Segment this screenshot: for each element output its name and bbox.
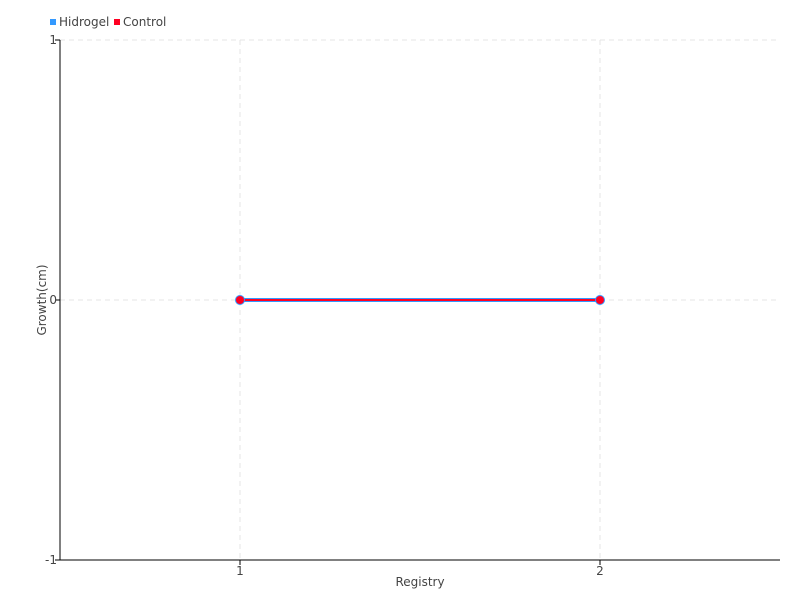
legend: Hidrogel Control	[50, 15, 166, 29]
data-point-control	[596, 296, 604, 304]
x-tick-label: 2	[596, 564, 604, 578]
legend-swatch-hidrogel	[50, 19, 56, 25]
legend-swatch-control	[114, 19, 120, 25]
legend-label-control: Control	[123, 15, 166, 29]
legend-label-hidrogel: Hidrogel	[59, 15, 109, 29]
x-tick-label: 1	[236, 564, 244, 578]
y-tick-label: 0	[49, 293, 57, 307]
axes: -1 0 1 1 2	[45, 33, 780, 578]
series-layer	[235, 295, 605, 305]
y-tick-label: -1	[45, 553, 57, 567]
y-tick-label: 1	[49, 33, 57, 47]
y-axis-label: Growth(cm)	[35, 264, 49, 335]
data-point-control	[236, 296, 244, 304]
x-axis-label: Registry	[395, 575, 444, 589]
